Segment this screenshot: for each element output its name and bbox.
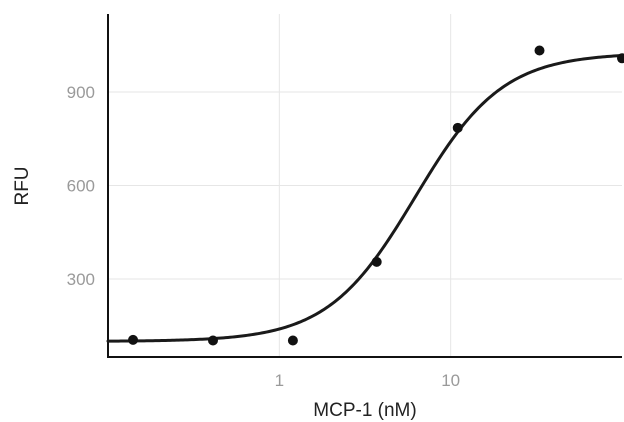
y-tick-label: 900 — [67, 83, 95, 102]
grid — [108, 14, 622, 357]
x-tick-label: 10 — [441, 371, 460, 390]
y-axis-label: RFU — [12, 166, 33, 205]
data-points — [128, 45, 624, 346]
data-point — [128, 334, 139, 345]
fit-curve — [106, 54, 624, 343]
data-point — [452, 122, 463, 133]
y-tick-label: 600 — [67, 177, 95, 196]
data-point — [617, 53, 624, 64]
data-point — [371, 256, 382, 267]
data-point — [207, 335, 218, 346]
x-axis-label: MCP-1 (nM) — [313, 400, 416, 421]
y-tick-label: 300 — [67, 270, 95, 289]
axes — [107, 14, 622, 358]
tick-labels: 1 10 300 600 900 — [67, 83, 461, 390]
data-point — [534, 45, 545, 56]
x-tick-label: 1 — [275, 371, 284, 390]
data-point — [287, 335, 298, 346]
